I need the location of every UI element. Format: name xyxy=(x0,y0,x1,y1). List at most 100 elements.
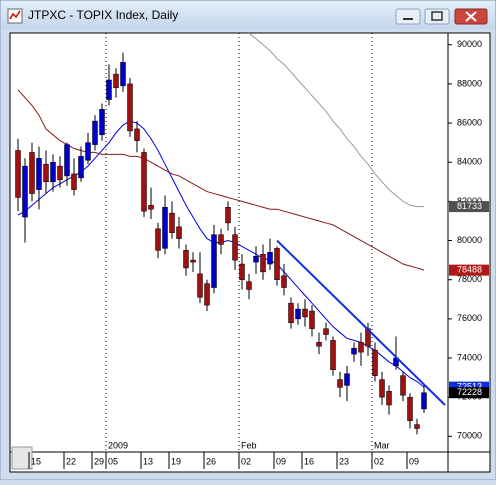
candle-body xyxy=(386,391,392,406)
candle-body xyxy=(253,255,259,263)
candle-body xyxy=(176,226,182,239)
close-button[interactable] xyxy=(454,8,488,25)
candle-body xyxy=(22,165,28,218)
y-tick-label: 74000 xyxy=(457,352,482,362)
price-tag xyxy=(449,201,489,213)
chart-area xyxy=(9,32,491,473)
candle-body xyxy=(57,165,63,181)
price-tag-label: 72513 xyxy=(457,382,482,392)
candle-body xyxy=(120,62,126,87)
candle-body xyxy=(330,340,336,371)
candle-body xyxy=(71,173,77,190)
candle-body xyxy=(211,234,217,288)
candle-body xyxy=(351,347,357,355)
x-tick-label: 29 xyxy=(94,456,104,466)
candle-body xyxy=(155,228,161,251)
candle-body xyxy=(267,252,273,265)
candle-body xyxy=(127,83,133,132)
candle-body xyxy=(302,308,308,318)
minimize-button[interactable] xyxy=(395,8,421,25)
candle-body xyxy=(183,250,189,269)
window-icon xyxy=(7,8,23,24)
plot: 7000072000740007600078000800008200084000… xyxy=(15,32,489,469)
candle-body xyxy=(204,283,210,306)
window-title: JTPXC - TOPIX Index, Daily xyxy=(28,8,178,22)
candle-body xyxy=(239,263,245,280)
candle-body xyxy=(372,349,378,376)
x-tick-label: 23 xyxy=(339,456,349,466)
y-tick-label: 70000 xyxy=(457,431,482,441)
candle-body xyxy=(414,424,420,429)
x-tick-label: 15 xyxy=(31,456,41,466)
candle-body xyxy=(197,273,203,298)
candle-body xyxy=(288,302,294,324)
moving-average xyxy=(248,32,424,208)
candle-body xyxy=(309,310,315,329)
candle-body xyxy=(260,253,266,273)
x-tick-label: 26 xyxy=(206,456,216,466)
y-tick-label: 84000 xyxy=(457,157,482,167)
scroll-button[interactable] xyxy=(11,446,33,470)
candle-body xyxy=(92,120,98,145)
candle-body xyxy=(15,150,21,198)
price-tag-label: 81733 xyxy=(457,201,482,211)
x-tick-label: 16 xyxy=(304,456,314,466)
period-label: 2009 xyxy=(108,440,128,450)
y-tick-label: 90000 xyxy=(457,39,482,49)
candle-body xyxy=(36,158,42,190)
x-tick-label: 02 xyxy=(374,456,384,466)
candle-body xyxy=(421,392,427,410)
candle-body xyxy=(400,375,406,396)
candle-body xyxy=(225,207,231,224)
x-tick-label: 05 xyxy=(108,456,118,466)
candle-body xyxy=(106,79,112,100)
y-tick-label: 82000 xyxy=(457,196,482,206)
price-tag xyxy=(449,264,489,276)
price-tag xyxy=(449,387,489,399)
candle-body xyxy=(344,373,350,386)
candle-body xyxy=(295,308,301,320)
candle-body xyxy=(281,275,287,288)
x-tick-label: 19 xyxy=(171,456,181,466)
maximize-button[interactable] xyxy=(424,8,450,25)
candle-body xyxy=(162,207,168,249)
candle-body xyxy=(148,205,154,210)
price-tag-label: 72228 xyxy=(457,387,482,397)
candle-body xyxy=(99,109,105,136)
candle-body xyxy=(85,142,91,161)
period-label: Feb xyxy=(241,440,257,450)
candle-body xyxy=(323,328,329,335)
candle-body xyxy=(169,212,175,233)
candle-body xyxy=(64,144,70,177)
period-label: Mar xyxy=(374,440,390,450)
x-tick-label: 13 xyxy=(143,456,153,466)
price-tag xyxy=(449,381,489,393)
candle-body xyxy=(218,234,224,245)
candle-body xyxy=(358,342,364,353)
candle-body xyxy=(337,379,343,388)
candle-body xyxy=(50,161,56,183)
candle-body xyxy=(141,152,147,212)
candle-body xyxy=(43,163,49,183)
y-tick-label: 88000 xyxy=(457,78,482,88)
candle-body xyxy=(232,234,238,261)
x-tick-label: 09 xyxy=(409,456,419,466)
candle-body xyxy=(113,73,119,89)
candle-body xyxy=(246,281,252,290)
candle-body xyxy=(379,379,385,398)
candle-body xyxy=(274,248,280,280)
candle-body xyxy=(407,396,413,421)
price-tag-label: 78488 xyxy=(457,265,482,275)
x-tick-label: 09 xyxy=(276,456,286,466)
candle-body xyxy=(29,152,35,194)
candle-body xyxy=(134,128,140,141)
y-tick-label: 76000 xyxy=(457,313,482,323)
y-tick-label: 78000 xyxy=(457,274,482,284)
candle-body xyxy=(78,156,84,179)
y-tick-label: 86000 xyxy=(457,117,482,127)
y-tick-label: 80000 xyxy=(457,235,482,245)
trendline xyxy=(276,239,446,406)
x-tick-label: 02 xyxy=(241,456,251,466)
